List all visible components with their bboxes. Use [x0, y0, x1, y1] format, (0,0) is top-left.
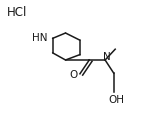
Text: N: N: [103, 52, 110, 62]
Text: OH: OH: [108, 95, 124, 105]
Text: O: O: [69, 70, 77, 80]
Text: HN: HN: [32, 33, 48, 43]
Text: HCl: HCl: [7, 6, 28, 18]
